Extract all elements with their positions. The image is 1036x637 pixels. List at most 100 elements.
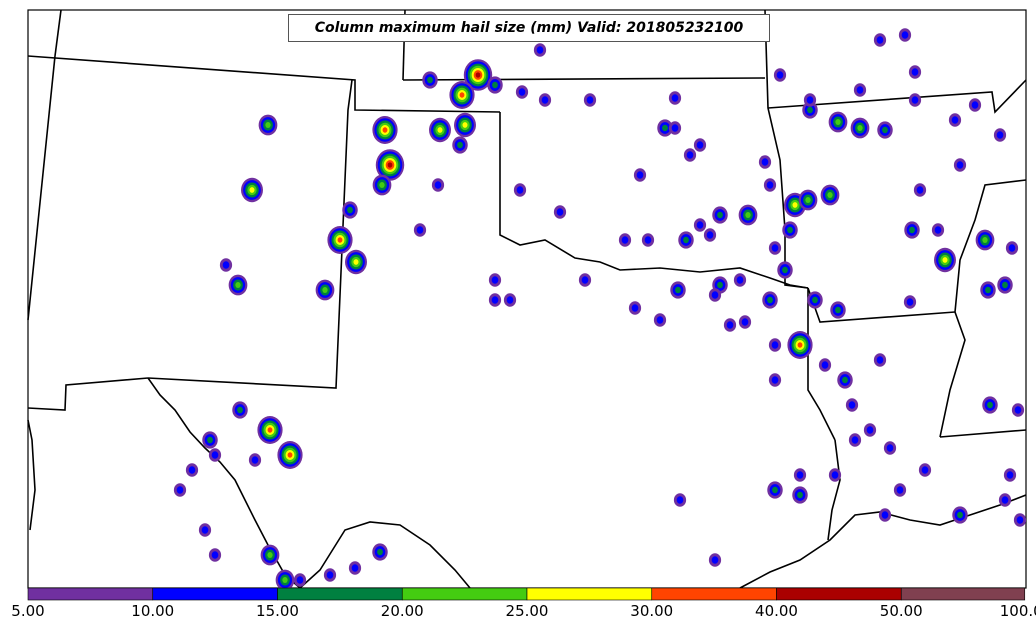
hail-cell bbox=[904, 221, 920, 239]
colorbar-segment bbox=[152, 587, 278, 601]
colorbar-tick-label: 25.00 bbox=[505, 602, 549, 620]
hail-cell bbox=[431, 178, 445, 192]
hail-cell bbox=[208, 448, 222, 462]
hail-cell bbox=[820, 184, 840, 206]
hail-cell bbox=[185, 463, 199, 477]
hail-cell bbox=[488, 273, 502, 287]
hail-cell bbox=[738, 204, 758, 226]
hail-cell bbox=[913, 183, 927, 197]
hail-cell bbox=[228, 274, 248, 296]
hail-cell bbox=[828, 111, 848, 133]
hail-cell bbox=[315, 279, 335, 301]
hail-cell bbox=[934, 247, 956, 273]
hail-cell bbox=[628, 301, 642, 315]
hail-cell bbox=[683, 148, 697, 162]
colorbar-segment bbox=[27, 587, 154, 601]
hail-cell bbox=[762, 291, 778, 309]
hail-cell bbox=[792, 486, 808, 504]
hail-cell bbox=[798, 189, 818, 211]
hail-cell bbox=[327, 226, 353, 254]
colorbar-segment bbox=[651, 587, 777, 601]
hail-cell bbox=[668, 121, 682, 135]
hail-cell bbox=[618, 233, 632, 247]
colorbar-tick-label: 100.00 bbox=[999, 602, 1036, 620]
hail-cell bbox=[768, 373, 782, 387]
hail-cell bbox=[348, 561, 362, 575]
hail-cell bbox=[733, 273, 747, 287]
hail-cell bbox=[1013, 513, 1027, 527]
hail-cell bbox=[670, 281, 686, 299]
hail-cell bbox=[807, 291, 823, 309]
hail-cell bbox=[257, 416, 283, 444]
hail-cell bbox=[208, 548, 222, 562]
hail-cell bbox=[883, 441, 897, 455]
hail-cell bbox=[454, 112, 476, 138]
colorbar-tick-label: 50.00 bbox=[879, 602, 923, 620]
colorbar-tick-label: 5.00 bbox=[11, 602, 45, 620]
hail-cell bbox=[653, 313, 667, 327]
hail-cell bbox=[931, 223, 945, 237]
hail-cell bbox=[372, 543, 388, 561]
colorbar-segment bbox=[526, 587, 653, 601]
hail-cell bbox=[850, 117, 870, 139]
hail-cell bbox=[845, 398, 859, 412]
hail-cell bbox=[657, 119, 673, 137]
hail-cell bbox=[232, 401, 248, 419]
hail-cell bbox=[693, 138, 707, 152]
hail-cell bbox=[767, 481, 783, 499]
hail-cell bbox=[293, 573, 307, 587]
hail-cell bbox=[372, 116, 398, 144]
hail-cell bbox=[668, 91, 682, 105]
hail-cell bbox=[633, 168, 647, 182]
hail-cell bbox=[693, 218, 707, 232]
hail-cell bbox=[578, 273, 592, 287]
hail-cell bbox=[248, 453, 262, 467]
hail-cell bbox=[413, 223, 427, 237]
colorbar-tick-label: 40.00 bbox=[755, 602, 798, 620]
hail-cell bbox=[372, 174, 392, 196]
hail-cell bbox=[553, 205, 567, 219]
hail-cell bbox=[793, 468, 807, 482]
hail-cell bbox=[1011, 403, 1025, 417]
hail-cell bbox=[342, 201, 358, 219]
hail-cell bbox=[848, 433, 862, 447]
hail-cell bbox=[275, 569, 295, 591]
colorbar-tick-label: 30.00 bbox=[630, 602, 674, 620]
hail-cell bbox=[738, 315, 752, 329]
hail-cell bbox=[853, 83, 867, 97]
hail-cell bbox=[375, 149, 405, 181]
hail-cell bbox=[1005, 241, 1019, 255]
hail-cell bbox=[903, 295, 917, 309]
hail-cell bbox=[980, 281, 996, 299]
hail-cell bbox=[828, 468, 842, 482]
hail-cell bbox=[323, 568, 337, 582]
hail-cell bbox=[708, 288, 722, 302]
colorbar-tick-label: 20.00 bbox=[380, 602, 424, 620]
hail-cell bbox=[908, 65, 922, 79]
hail-cell bbox=[463, 59, 493, 91]
hail-cell bbox=[918, 463, 932, 477]
hail-cell bbox=[782, 221, 798, 239]
colorbar bbox=[27, 587, 1026, 601]
hail-cell bbox=[673, 493, 687, 507]
hail-cell bbox=[583, 93, 597, 107]
hail-cell bbox=[641, 233, 655, 247]
hail-cell bbox=[703, 228, 717, 242]
hail-cell bbox=[258, 114, 278, 136]
hail-cell bbox=[345, 249, 367, 275]
hail-cell bbox=[893, 483, 907, 497]
hail-cell bbox=[452, 136, 468, 154]
hail-cell bbox=[993, 128, 1007, 142]
colorbar-segment bbox=[900, 587, 1026, 601]
hail-cell bbox=[777, 261, 793, 279]
colorbar-segment bbox=[776, 587, 902, 601]
hail-cell bbox=[773, 68, 787, 82]
hail-cell bbox=[219, 258, 233, 272]
hail-cell bbox=[422, 71, 438, 89]
map-border bbox=[27, 9, 1027, 589]
hail-cell bbox=[487, 76, 503, 94]
hail-cell bbox=[173, 483, 187, 497]
hail-cell bbox=[198, 523, 212, 537]
hail-cell bbox=[241, 177, 263, 203]
